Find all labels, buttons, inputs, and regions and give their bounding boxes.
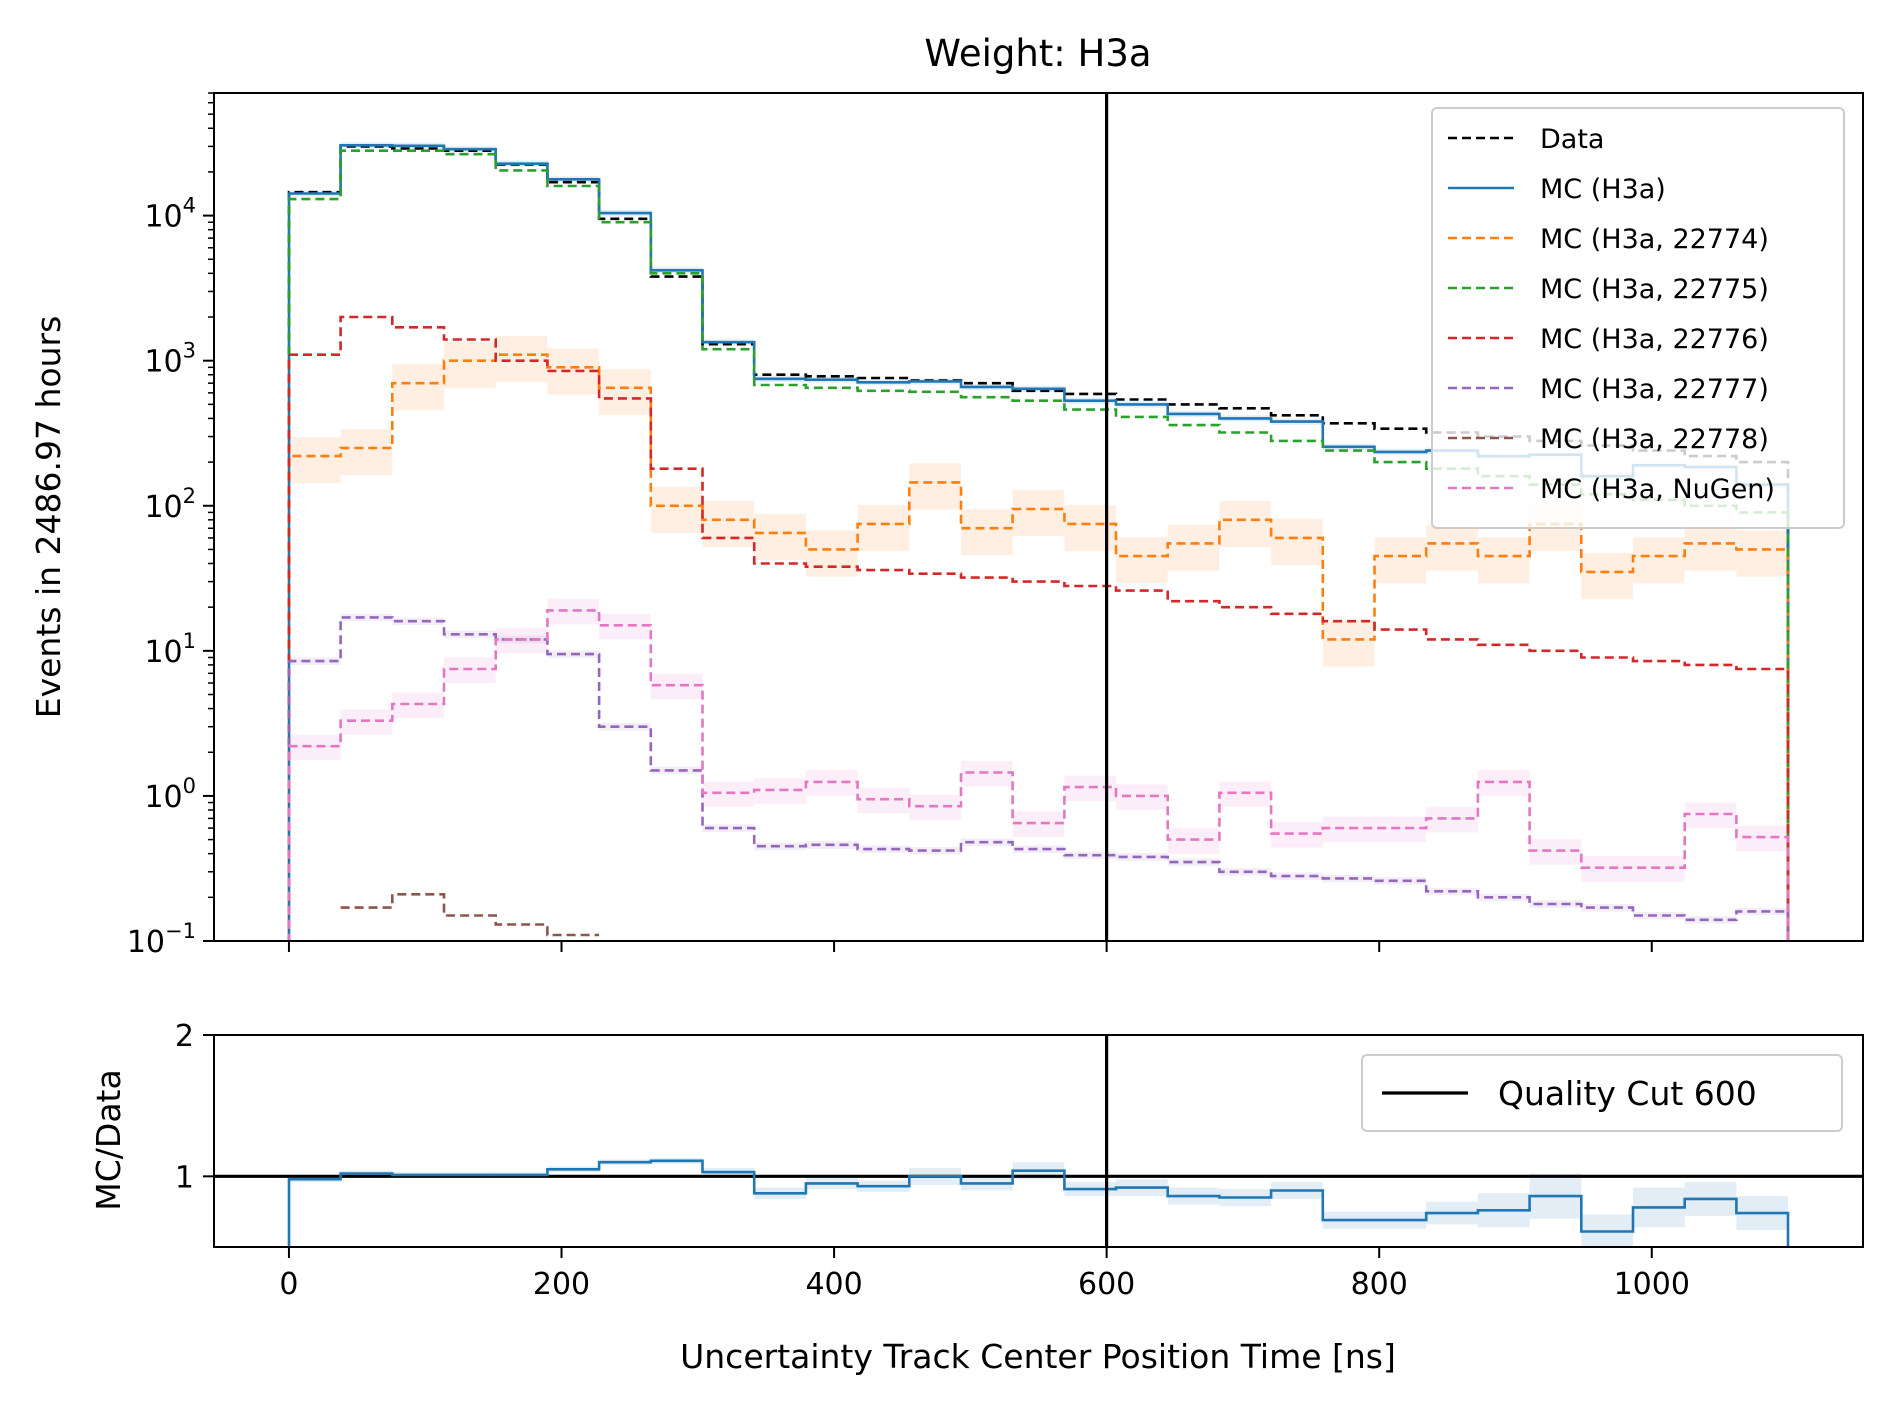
legend-label-0: Data [1540,124,1604,155]
band-mc-h3a-22774-bin-28 [1736,530,1789,577]
x-tick-label-5: 1000 [1614,1267,1690,1302]
band-mc-h3a-22774-bin-13 [961,509,1013,556]
legend-label-4: MC (H3a, 22776) [1540,324,1769,355]
series-line-mc-h3a-22777 [287,616,1790,941]
band-mc-h3a-22777-bin-1 [340,613,393,622]
legend-label-5: MC (H3a, 22777) [1540,374,1769,405]
ratio-y-tick-label-0: 1 [175,1160,194,1195]
band-mc-h3a-nugen-bin-8 [702,781,755,807]
ratio-series-line [287,1159,1790,1247]
ratio-panel: 12 0 200 400 600 800 1000 MC/Data Uncertainty… [89,1019,1864,1376]
band-mc-h3a-22777-bin-9 [754,842,806,851]
x-axis-label: Uncertainty Track Center Position Time [… [680,1337,1396,1376]
main-y-tick-label-4: 103 [144,339,196,380]
series-line-mc-h3a-22778 [340,893,600,937]
band-mc-h3a-22777-bin-27 [1684,916,1737,924]
band-mc-h3a-22774-bin-19 [1271,519,1323,566]
main-y-tick-label-2: 101 [144,629,196,670]
band-mc-h3a-22774-bin-6 [599,368,651,415]
band-mc-h3a-22777-bin-7 [650,766,703,775]
band-mc-h3a-22774-bin-12 [909,463,961,510]
ratio-legend: Quality Cut 600 [1361,1054,1843,1132]
band-mc-h3a-22774-bin-23 [1477,537,1530,584]
band-mc-h3a-22774-bin-21 [1374,537,1427,584]
legend-frame [1431,107,1845,529]
band-mc-h3a-nugen-bin-0 [289,734,341,761]
main-panel: 10−1 100 101 102 103 104 Events in 2486.97 ho… [29,92,1864,960]
band-mc-h3a-22774-bin-2 [392,364,444,411]
band-mc-h3a-22774-bin-0 [289,437,341,484]
band-mc-h3a-22777-bin-20 [1322,874,1375,883]
band-mc-h3a-22774-bin-20 [1322,620,1375,667]
band-mc-h3a-22774-bin-4 [495,335,548,382]
main-legend: Data MC (H3a) MC (H3a, 22774) MC (H3a, 2277… [1431,107,1845,529]
main-x-ticks [287,941,1653,952]
legend-label-1: MC (H3a) [1540,174,1666,205]
series-line-mc-h3a-nugen [287,609,1790,941]
ratio-series-line-mc-h3a [287,1159,1790,1247]
ratio-legend-frame [1361,1054,1843,1132]
main-y-tick-label-0: 10−1 [127,919,196,960]
main-y-axis-label: Events in 2486.97 hours [29,316,68,719]
ratio-y-ticks: 12 [175,1019,214,1195]
band-mc-h3a-22774-bin-8 [702,500,755,547]
band-mc-h3a-22774-bin-11 [857,505,910,552]
x-tick-label-0: 0 [279,1267,298,1302]
band-mc-h3a-22774-bin-7 [650,486,703,533]
band-mc-h3a-22774-bin-9 [754,514,806,561]
band-mc-h3a-22774-bin-10 [805,530,858,577]
band-mc-h3a-22774-bin-15 [1064,505,1117,552]
main-y-tick-label-1: 100 [144,774,196,815]
band-mc-h3a-22777-bin-14 [1012,845,1065,853]
band-mc-h3a-22777-bin-15 [1064,851,1117,860]
band-mc-h3a-22774-bin-27 [1684,524,1737,571]
legend-label-2: MC (H3a, 22774) [1540,224,1769,255]
legend-label-7: MC (H3a, NuGen) [1540,474,1775,505]
ratio-y-tick-label-1: 2 [175,1019,194,1054]
band-mc-h3a-22774-bin-1 [340,429,393,476]
band-mc-h3a-nugen-bin-18 [1219,781,1272,807]
band-mc-h3a-22777-bin-17 [1167,858,1220,866]
band-mc-h3a-22774-bin-18 [1219,500,1272,547]
x-tick-label-4: 800 [1351,1267,1408,1302]
ratio-x-ticks: 0 200 400 600 800 1000 [279,1247,1690,1302]
main-y-tick-label-3: 102 [144,484,196,525]
band-mc-h3a-22777-bin-21 [1374,877,1427,885]
band-mc-h3a-22774-bin-22 [1426,524,1478,571]
band-mc-h3a-22777-bin-0 [289,657,341,665]
band-mc-h3a-22777-bin-8 [702,824,755,832]
band-mc-h3a-22774-bin-25 [1581,553,1633,600]
x-tick-label-2: 400 [805,1267,862,1302]
legend-label-6: MC (H3a, 22778) [1540,424,1769,455]
band-mc-h3a-22774-bin-17 [1167,524,1220,571]
ratio-y-axis-label: MC/Data [89,1069,128,1210]
chart-title: Weight: H3a [924,32,1151,75]
main-y-tick-label-5: 104 [144,194,196,235]
x-tick-label-1: 200 [533,1267,590,1302]
x-tick-label-3: 600 [1078,1267,1135,1302]
ratio-legend-label: Quality Cut 600 [1498,1074,1757,1113]
legend-label-3: MC (H3a, 22775) [1540,274,1769,305]
band-mc-h3a-22777-bin-2 [392,617,444,626]
main-axes-frame [213,92,1864,942]
band-mc-h3a-22777-bin-26 [1633,911,1685,920]
band-mc-h3a-22777-bin-16 [1116,853,1168,861]
band-mc-h3a-22774-bin-3 [444,341,496,388]
main-y-ticks: 10−1 100 101 102 103 104 [127,92,214,960]
ratio-axes-frame [213,1034,1864,1248]
band-mc-h3a-22774-bin-26 [1633,537,1685,584]
series-line-mc-h3a-22776 [287,315,1790,941]
band-mc-h3a-nugen-bin-27 [1684,802,1737,829]
band-mc-h3a-22774-bin-16 [1116,537,1168,584]
band-mc-h3a-22774-bin-14 [1012,490,1065,537]
